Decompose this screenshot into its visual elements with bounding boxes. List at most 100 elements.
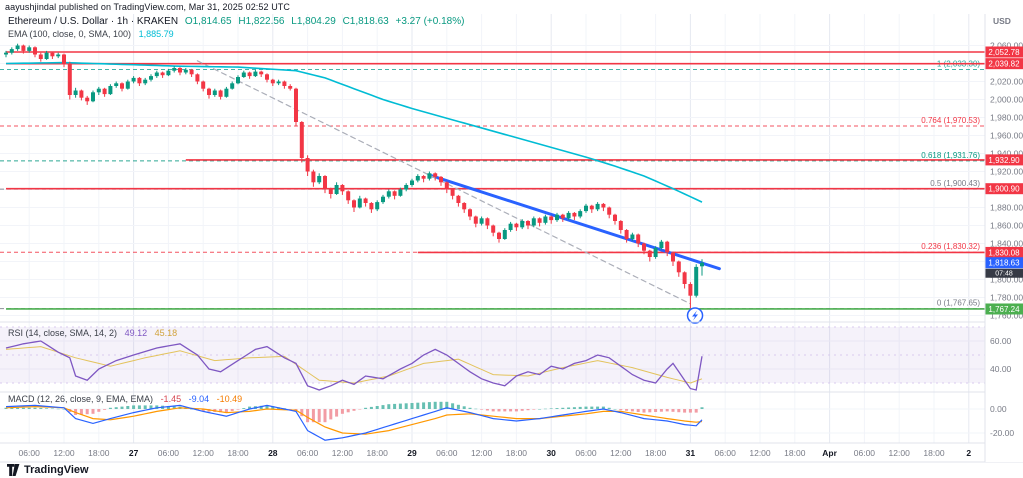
publication-header: aayushjindal published on TradingView.co… [5, 2, 291, 12]
svg-text:2,052.78: 2,052.78 [988, 48, 1020, 57]
svg-text:12:00: 12:00 [53, 448, 75, 458]
svg-text:18:00: 18:00 [367, 448, 389, 458]
time-axis[interactable]: 06:00 12:00 18:00 27 06:00 12:00 18:00 28 06:00 1… [19, 448, 972, 458]
svg-text:0.00: 0.00 [990, 404, 1007, 414]
pane-separators [0, 14, 1023, 463]
svg-text:-20.00: -20.00 [990, 428, 1014, 438]
macd-hist-value: -1.45 [160, 394, 182, 404]
flash-icon[interactable] [686, 307, 704, 324]
svg-text:1,940.00: 1,940.00 [990, 149, 1023, 159]
svg-text:Apr: Apr [822, 448, 837, 458]
macd-legend: MACD (12, 26, close, 9, EMA, EMA) -1.45 … [8, 394, 247, 404]
svg-text:06:00: 06:00 [19, 448, 41, 458]
svg-text:2,060.00: 2,060.00 [990, 41, 1023, 51]
price-chip [985, 183, 1023, 195]
svg-text:40.00: 40.00 [990, 364, 1012, 374]
svg-text:12:00: 12:00 [610, 448, 632, 458]
candles [4, 43, 704, 309]
svg-text:18:00: 18:00 [88, 448, 110, 458]
svg-text:2,020.00: 2,020.00 [990, 77, 1023, 87]
ohlc-low: L1,804.29 [291, 16, 336, 27]
macd-plot [4, 401, 704, 441]
tradingview-logo-text: TradingView [24, 464, 89, 476]
trendlines [196, 60, 721, 305]
svg-text:06:00: 06:00 [158, 448, 180, 458]
ema-label: EMA (100, close, 0, SMA, 100) [8, 29, 132, 39]
price-chip [985, 46, 1023, 58]
tradingview-logo-icon [7, 464, 20, 476]
svg-text:1,932.90: 1,932.90 [988, 156, 1020, 165]
symbol-title: Ethereum / U.S. Dollar · 1h · KRAKEN [8, 16, 179, 27]
svg-text:06:00: 06:00 [436, 448, 458, 458]
ema-legend: EMA (100, close, 0, SMA, 100) 1,885.79 [8, 29, 179, 39]
price-label-chips: 2,052.78 2,039.82 1,932.90 1,900.90 1,830.08… [985, 46, 1023, 315]
svg-text:18:00: 18:00 [645, 448, 667, 458]
price-chip [985, 246, 1023, 258]
price-axis[interactable]: USD2,060.002,040.002,020.002,000.001,980… [985, 14, 1023, 462]
svg-text:1,860.00: 1,860.00 [990, 221, 1023, 231]
svg-text:18:00: 18:00 [227, 448, 249, 458]
svg-text:31: 31 [686, 448, 696, 458]
svg-text:1,818.63: 1,818.63 [988, 259, 1020, 268]
fib-level-label: 0.5 (1,900.43) [930, 179, 980, 188]
svg-text:1,800.00: 1,800.00 [990, 275, 1023, 285]
svg-text:2: 2 [966, 448, 971, 458]
ema-line [5, 61, 703, 203]
svg-text:1,840.00: 1,840.00 [990, 239, 1023, 249]
price-chip [985, 154, 1023, 166]
svg-text:12:00: 12:00 [749, 448, 771, 458]
svg-text:12:00: 12:00 [332, 448, 354, 458]
tradingview-logo[interactable]: TradingView [7, 463, 89, 477]
svg-text:2,039.82: 2,039.82 [988, 60, 1020, 69]
svg-text:28: 28 [268, 448, 278, 458]
ema-value: 1,885.79 [138, 29, 174, 39]
svg-text:18:00: 18:00 [923, 448, 945, 458]
macd-label: MACD (12, 26, close, 9, EMA, EMA) [8, 394, 154, 404]
price-chip [985, 303, 1023, 315]
ohlc-open: O1,814.65 [184, 16, 232, 27]
price-chip [985, 58, 1023, 70]
svg-text:12:00: 12:00 [193, 448, 215, 458]
svg-text:60.00: 60.00 [990, 336, 1012, 346]
rsi-ma-value: 45.18 [154, 328, 178, 338]
svg-text:06:00: 06:00 [575, 448, 597, 458]
svg-text:06:00: 06:00 [715, 448, 737, 458]
horizontal-levels [6, 51, 985, 310]
price-change: +3.27 (+0.18%) [395, 16, 465, 27]
macd-signal-value: -10.49 [216, 394, 243, 404]
axis-currency-label: USD [993, 16, 1011, 26]
symbol-legend: Ethereum / U.S. Dollar · 1h · KRAKEN O1,… [8, 16, 468, 27]
svg-text:1,767.24: 1,767.24 [988, 305, 1020, 314]
rsi-label: RSI (14, close, SMA, 14, 2) [8, 328, 118, 338]
fib-levels: 1 (2,033.30)0.764 (1,970.53)0.618 (1,931… [0, 60, 985, 310]
fib-level-label: 0.764 (1,970.53) [921, 116, 980, 125]
svg-text:18:00: 18:00 [784, 448, 806, 458]
bar-countdown-chip [985, 268, 1023, 278]
svg-text:06:00: 06:00 [854, 448, 876, 458]
svg-text:1,900.90: 1,900.90 [988, 185, 1020, 194]
rsi-legend: RSI (14, close, SMA, 14, 2) 49.12 45.18 [8, 328, 182, 338]
rsi-value: 49.12 [124, 328, 148, 338]
svg-text:18:00: 18:00 [506, 448, 528, 458]
ohlc-high: H1,822.56 [238, 16, 285, 27]
svg-text:1,980.00: 1,980.00 [990, 113, 1023, 123]
svg-text:29: 29 [407, 448, 417, 458]
svg-text:06:00: 06:00 [297, 448, 319, 458]
svg-text:1,880.00: 1,880.00 [990, 203, 1023, 213]
ohlc-close: C1,818.63 [342, 16, 389, 27]
svg-text:1,760.00: 1,760.00 [990, 311, 1023, 321]
svg-text:1,830.08: 1,830.08 [988, 248, 1020, 257]
macd-value: -9.04 [188, 394, 210, 404]
svg-text:1,920.00: 1,920.00 [990, 167, 1023, 177]
svg-text:2,000.00: 2,000.00 [990, 95, 1023, 105]
fib-level-label: 0.236 (1,830.32) [921, 242, 980, 251]
fib-level-label: 0.618 (1,931.76) [921, 151, 980, 160]
svg-text:27: 27 [129, 448, 139, 458]
fib-level-label: 0 (1,767.65) [937, 299, 980, 308]
svg-text:30: 30 [546, 448, 556, 458]
rsi-band [0, 326, 985, 384]
rsi-plot [5, 340, 703, 391]
svg-text:12:00: 12:00 [471, 448, 493, 458]
svg-text:12:00: 12:00 [889, 448, 911, 458]
